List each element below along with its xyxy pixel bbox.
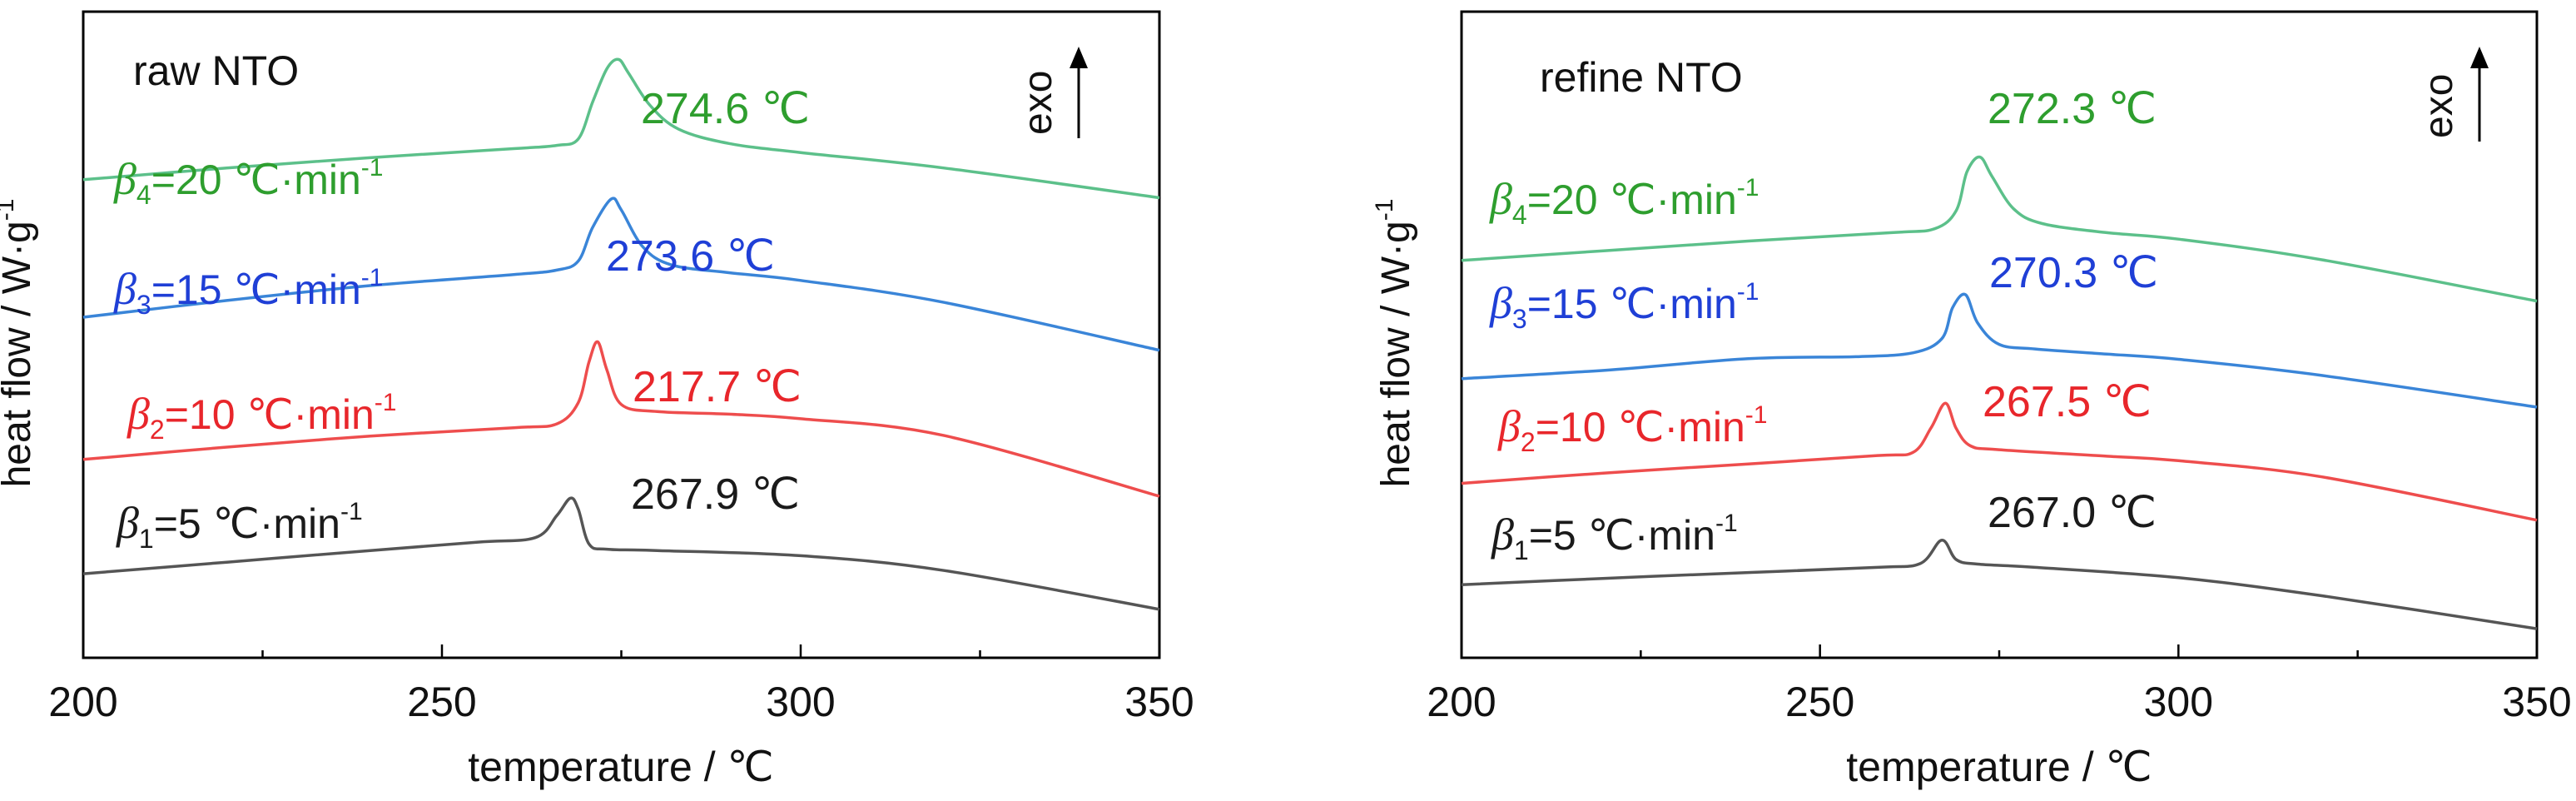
series-label-beta3: β3=15 ℃·min-1 [1489, 278, 1759, 334]
series-label-superscript: -1 [1737, 174, 1760, 201]
x-tick-label: 200 [1427, 679, 1496, 725]
chart-panel-raw-nto: 200 250 300 350 temperature / ℃ heat flow / W… [0, 10, 1194, 790]
series-label-subscript: 3 [1512, 304, 1527, 334]
series-label-beta4: β4=20 ℃·min-1 [1489, 174, 1759, 230]
series-label-beta2: β2=10 ℃·min-1 [127, 389, 396, 445]
series-label-superscript: -1 [340, 498, 363, 525]
series-label-rate: =20 ℃·min [1527, 177, 1737, 223]
series-label-symbol: β [1489, 278, 1512, 328]
series-label-beta1: β1=5 ℃·min-1 [116, 498, 363, 554]
y-axis-label-superscript: -1 [0, 199, 19, 221]
series-label-subscript: 4 [136, 180, 151, 210]
series-line-beta3 [82, 197, 1160, 352]
peak-temperature-label-beta4: 274.6 ℃ [641, 85, 810, 133]
x-axis-label: temperature / ℃ [1846, 744, 2152, 790]
series-label-superscript: -1 [1715, 510, 1738, 537]
series-label-beta2: β2=10 ℃·min-1 [1497, 401, 1767, 457]
series-label-symbol: β [127, 389, 150, 439]
x-tick-label: 300 [766, 679, 835, 725]
series-label-symbol: β [1491, 510, 1514, 560]
series-label-rate: =10 ℃·min [165, 391, 375, 438]
x-tick-label: 350 [2502, 679, 2571, 725]
series-label-superscript: -1 [361, 264, 384, 291]
series-label-rate: =5 ℃·min [154, 500, 340, 547]
series-label-rate: =5 ℃·min [1529, 512, 1715, 559]
y-axis-label-text: heat flow / W·g [1374, 221, 1418, 487]
peak-temperature-label-beta2: 217.7 ℃ [633, 363, 802, 411]
y-axis-label: heat flow / W·g-1 [0, 199, 39, 488]
series-label-subscript: 2 [1521, 427, 1536, 457]
series-label-rate: =20 ℃·min [151, 157, 361, 203]
series-line-beta1 [1461, 539, 2538, 630]
exo-arrow-head-icon [1070, 47, 1088, 68]
series-line-beta4 [1461, 155, 2538, 303]
series-label-rate: =15 ℃·min [1527, 281, 1737, 327]
series-label-beta1: β1=5 ℃·min-1 [1491, 510, 1738, 565]
y-axis-label-superscript: -1 [1371, 199, 1398, 221]
series-label-subscript: 3 [136, 290, 151, 320]
series-label-rate: =10 ℃·min [1536, 404, 1745, 450]
series-label-subscript: 4 [1512, 200, 1527, 230]
peak-temperature-label-beta3: 270.3 ℃ [1989, 249, 2158, 297]
y-axis-label-text: heat flow / W·g [0, 221, 39, 487]
series-label-beta3: β3=15 ℃·min-1 [113, 264, 383, 320]
series-line-beta1 [82, 496, 1160, 611]
peak-temperature-label-beta2: 267.5 ℃ [1983, 378, 2152, 426]
series-line-beta4 [82, 57, 1160, 200]
series-line-beta3 [1461, 292, 2538, 409]
x-tick-label: 200 [48, 679, 117, 725]
series-label-symbol: β [113, 154, 136, 204]
x-tick-label: 250 [407, 679, 476, 725]
series-line-beta2 [1461, 401, 2538, 522]
y-axis-label: heat flow / W·g-1 [1371, 199, 1418, 488]
panel-title: refine NTO [1540, 54, 1743, 101]
series-label-symbol: β [113, 264, 136, 314]
x-axis-label: temperature / ℃ [468, 744, 773, 790]
peak-temperature-label-beta1: 267.9 ℃ [631, 470, 800, 519]
series-label-superscript: -1 [1737, 278, 1760, 306]
exo-label: exo [2417, 74, 2461, 138]
series-label-superscript: -1 [361, 154, 384, 182]
series-label-beta4: β4=20 ℃·min-1 [113, 154, 383, 210]
series-label-symbol: β [1497, 401, 1521, 451]
series-label-symbol: β [1489, 174, 1512, 224]
series-label-symbol: β [116, 498, 139, 548]
x-tick-label: 350 [1124, 679, 1194, 725]
peak-temperature-label-beta4: 272.3 ℃ [1988, 85, 2157, 133]
chart-panel-refine-nto: 200 250 300 350 temperature / ℃ heat flow / W… [1371, 10, 2572, 790]
exo-label: exo [1016, 71, 1060, 135]
series-label-rate: =15 ℃·min [151, 266, 361, 313]
peak-temperature-label-beta3: 273.6 ℃ [606, 232, 775, 281]
panel-title: raw NTO [133, 47, 299, 94]
x-tick-label: 250 [1785, 679, 1854, 725]
series-label-subscript: 1 [139, 524, 154, 554]
series-label-superscript: -1 [1745, 401, 1768, 429]
series-label-superscript: -1 [375, 389, 397, 416]
series-label-subscript: 2 [150, 415, 165, 445]
peak-temperature-label-beta1: 267.0 ℃ [1988, 489, 2157, 537]
x-tick-label: 300 [2144, 679, 2213, 725]
exo-arrow-head-icon [2470, 47, 2489, 68]
series-line-beta2 [82, 340, 1160, 498]
series-label-subscript: 1 [1514, 535, 1529, 565]
